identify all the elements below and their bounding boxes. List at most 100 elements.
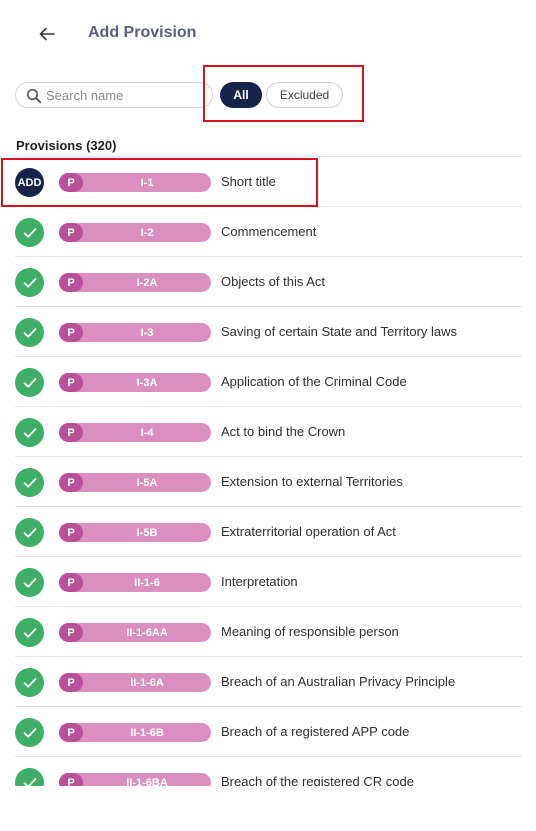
provision-code: II-1-6 bbox=[134, 576, 160, 589]
provision-row[interactable]: P II-1-6A Breach of an Australian Privacy … bbox=[15, 656, 522, 706]
provision-type-badge: P bbox=[59, 373, 83, 392]
provision-code-pill: P I-1 bbox=[59, 173, 211, 192]
provision-title: Breach of an Australian Privacy Principl… bbox=[221, 674, 456, 689]
provision-type-badge: P bbox=[59, 623, 83, 642]
provision-row[interactable]: P I-2 Commencement bbox=[15, 206, 522, 256]
back-button[interactable] bbox=[34, 22, 60, 46]
provision-code-pill: P I-4 bbox=[59, 423, 211, 442]
check-icon bbox=[23, 627, 36, 638]
provision-row[interactable]: P I-3 Saving of certain State and Territor… bbox=[15, 306, 522, 356]
provision-type-badge: P bbox=[59, 473, 83, 492]
check-icon bbox=[23, 327, 36, 338]
check-icon bbox=[23, 227, 36, 238]
add-provision-button[interactable]: ADD bbox=[15, 168, 44, 197]
provision-code: I-3 bbox=[140, 326, 154, 339]
check-icon bbox=[23, 477, 36, 488]
provision-title: Breach of the registered CR code bbox=[221, 774, 414, 786]
provision-type-badge: P bbox=[59, 273, 83, 292]
provision-row[interactable]: P II-1-6 Interpretation bbox=[15, 556, 522, 606]
provision-code: II-1-6AA bbox=[126, 626, 168, 639]
provision-code: I-5B bbox=[136, 526, 158, 539]
provision-type-badge: P bbox=[59, 523, 83, 542]
added-check-icon[interactable] bbox=[15, 468, 44, 497]
provision-type-badge: P bbox=[59, 773, 83, 786]
provision-code: I-4 bbox=[140, 426, 154, 439]
provision-title: Extension to external Territories bbox=[221, 474, 403, 489]
provision-row[interactable]: P I-3A Application of the Criminal Code bbox=[15, 356, 522, 406]
provision-title: Act to bind the Crown bbox=[221, 424, 346, 439]
provision-code-pill: P I-3A bbox=[59, 373, 211, 392]
provision-row[interactable]: P I-2A Objects of this Act bbox=[15, 256, 522, 306]
check-icon bbox=[23, 377, 36, 388]
provision-type-badge: P bbox=[59, 223, 83, 242]
provision-code-pill: P I-2A bbox=[59, 273, 211, 292]
provision-row[interactable]: P I-5B Extraterritorial operation of Act bbox=[15, 506, 522, 556]
filter-highlight-box bbox=[203, 65, 364, 122]
provision-type-badge: P bbox=[59, 173, 83, 192]
check-icon bbox=[23, 277, 36, 288]
arrow-left-icon bbox=[39, 27, 55, 41]
provision-title: Breach of a registered APP code bbox=[221, 724, 410, 739]
provision-type-badge: P bbox=[59, 673, 83, 692]
provisions-list: ADD P I-1 Short title P I-2 Commencement P I-2A O… bbox=[15, 156, 522, 786]
page-header: Add Provision bbox=[0, 0, 536, 68]
provision-code: I-2A bbox=[136, 276, 158, 289]
added-check-icon[interactable] bbox=[15, 418, 44, 447]
added-check-icon[interactable] bbox=[15, 568, 44, 597]
added-check-icon[interactable] bbox=[15, 518, 44, 547]
check-icon bbox=[23, 727, 36, 738]
added-check-icon[interactable] bbox=[15, 618, 44, 647]
provision-code: I-1 bbox=[140, 176, 154, 189]
provision-code: I-5A bbox=[136, 476, 158, 489]
provision-row[interactable]: ADD P I-1 Short title bbox=[15, 156, 522, 206]
provision-title: Interpretation bbox=[221, 574, 298, 589]
filter-chip-all[interactable]: All bbox=[220, 82, 262, 108]
provisions-heading: Provisions (320) bbox=[16, 138, 117, 153]
provision-code: I-2 bbox=[140, 226, 154, 239]
provision-title: Short title bbox=[221, 174, 276, 189]
provision-code-pill: P I-5B bbox=[59, 523, 211, 542]
provision-code: II-1-6B bbox=[130, 726, 164, 739]
provision-row[interactable]: P II-1-6AA Meaning of responsible person bbox=[15, 606, 522, 656]
provision-code-pill: P II-1-6 bbox=[59, 573, 211, 592]
provision-title: Application of the Criminal Code bbox=[221, 374, 407, 389]
provision-code: II-1-6BA bbox=[126, 776, 168, 787]
added-check-icon[interactable] bbox=[15, 718, 44, 747]
page-title: Add Provision bbox=[88, 24, 197, 41]
provision-type-badge: P bbox=[59, 323, 83, 342]
provision-code: II-1-6A bbox=[130, 676, 164, 689]
provision-row[interactable]: P I-4 Act to bind the Crown bbox=[15, 406, 522, 456]
search-input[interactable] bbox=[46, 86, 206, 104]
provision-title: Objects of this Act bbox=[221, 274, 326, 289]
search-box[interactable] bbox=[15, 82, 213, 108]
filter-chip-excluded[interactable]: Excluded bbox=[266, 82, 343, 108]
check-icon bbox=[23, 577, 36, 588]
provision-row[interactable]: P II-1-6BA Breach of the registered CR cod… bbox=[15, 756, 522, 786]
provision-code-pill: P I-2 bbox=[59, 223, 211, 242]
provision-code-pill: P I-5A bbox=[59, 473, 211, 492]
added-check-icon[interactable] bbox=[15, 668, 44, 697]
added-check-icon[interactable] bbox=[15, 368, 44, 397]
check-icon bbox=[23, 527, 36, 538]
provision-row[interactable]: P II-1-6B Breach of a registered APP code bbox=[15, 706, 522, 756]
provision-title: Meaning of responsible person bbox=[221, 624, 399, 639]
added-check-icon[interactable] bbox=[15, 218, 44, 247]
provision-code-pill: P II-1-6A bbox=[59, 673, 211, 692]
provision-type-badge: P bbox=[59, 423, 83, 442]
provision-type-badge: P bbox=[59, 723, 83, 742]
provision-title: Saving of certain State and Territory la… bbox=[221, 324, 458, 339]
provision-code-pill: P I-3 bbox=[59, 323, 211, 342]
search-icon bbox=[26, 88, 42, 104]
provision-code-pill: P II-1-6BA bbox=[59, 773, 211, 786]
check-icon bbox=[23, 427, 36, 438]
check-icon bbox=[23, 677, 36, 688]
provision-type-badge: P bbox=[59, 573, 83, 592]
added-check-icon[interactable] bbox=[15, 268, 44, 297]
added-check-icon[interactable] bbox=[15, 768, 44, 786]
provision-code-pill: P II-1-6AA bbox=[59, 623, 211, 642]
provision-title: Extraterritorial operation of Act bbox=[221, 524, 396, 539]
provision-row[interactable]: P I-5A Extension to external Territories bbox=[15, 456, 522, 506]
provision-code: I-3A bbox=[136, 376, 158, 389]
added-check-icon[interactable] bbox=[15, 318, 44, 347]
check-icon bbox=[23, 777, 36, 786]
